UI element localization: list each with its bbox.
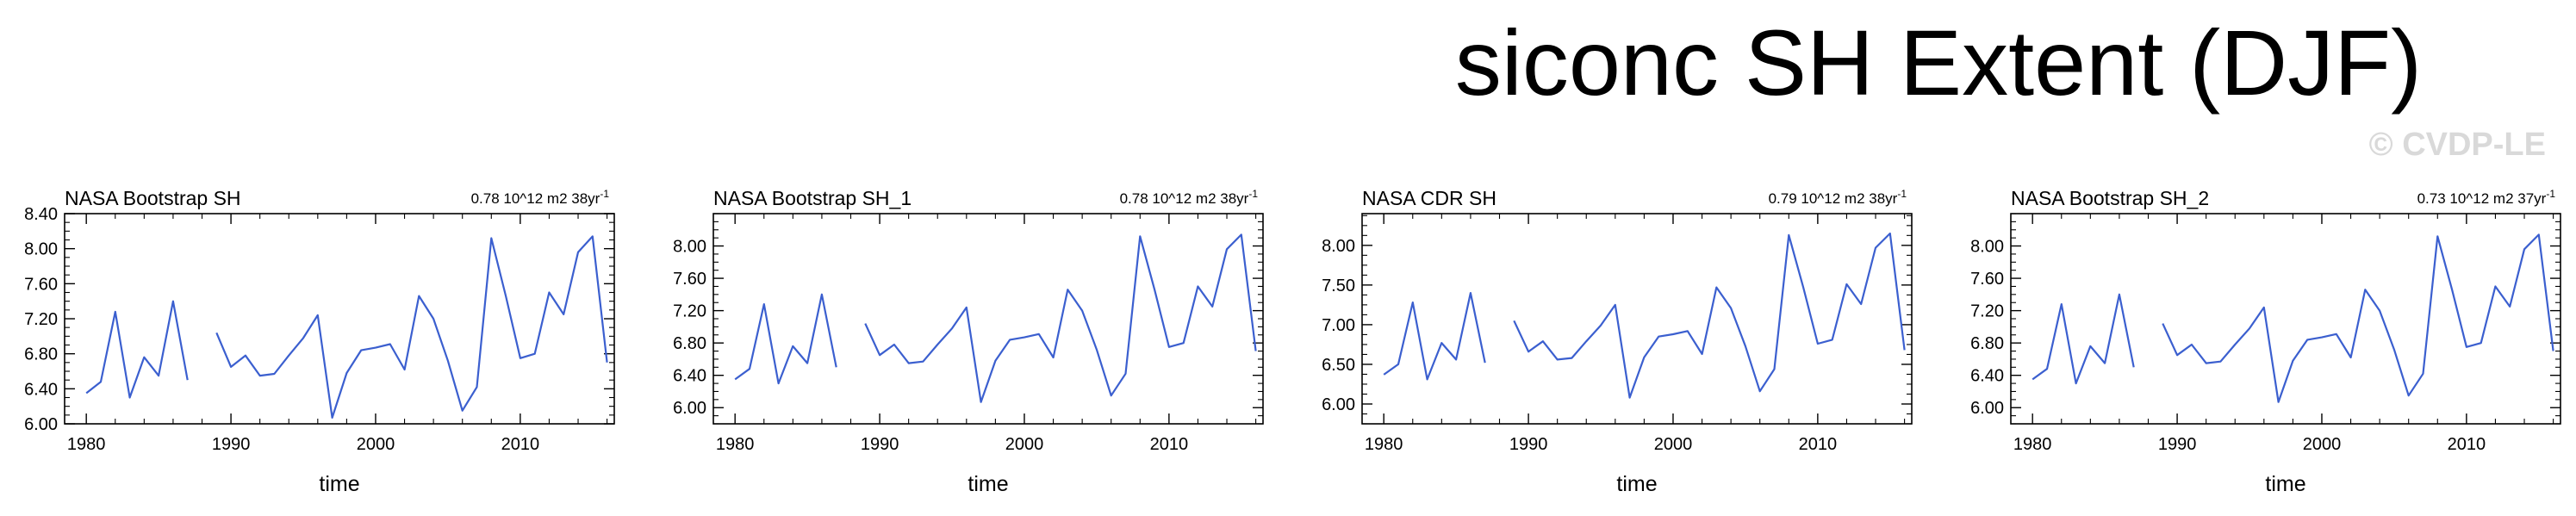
x-tick-label: 2010 [2448, 435, 2486, 454]
y-tick-label: 7.20 [24, 310, 58, 329]
y-tick-label: 6.50 [1322, 356, 1355, 375]
y-tick-label: 6.00 [1322, 395, 1355, 414]
x-axis-label: time [1616, 472, 1657, 496]
y-tick-label: 6.40 [1970, 367, 2004, 386]
panels-group: 6.00 6.40 6.80 7.20 7.60 8.00 8.40 1980 1990 2000… [24, 187, 2561, 496]
y-tick-label: 8.00 [24, 240, 58, 259]
y-tick-label: 8.00 [1322, 237, 1355, 256]
x-tick-label: 1990 [212, 435, 251, 454]
y-tick-label: 7.20 [1970, 302, 2004, 321]
y-tick-label: 8.00 [673, 238, 706, 257]
series-line [2032, 233, 2554, 403]
plot-frame [712, 213, 1264, 425]
x-tick-label: 2010 [1150, 435, 1189, 454]
x-tick-label: 2010 [1799, 435, 1838, 454]
plot-frame [1361, 213, 1913, 425]
series-line [1383, 232, 1906, 399]
x-tick-label: 1990 [861, 435, 899, 454]
panel-1: 6.00 6.40 6.80 7.20 7.60 8.00 8.40 1980 1990 2000… [24, 187, 615, 496]
x-tick-label: 1980 [67, 435, 106, 454]
y-tick-label: 7.00 [1322, 316, 1355, 335]
y-tick-label: 6.40 [673, 367, 706, 386]
x-tick-label: 2000 [357, 435, 395, 454]
y-tick-label: 7.50 [1322, 277, 1355, 295]
y-tick-label: 7.60 [1970, 270, 2004, 289]
y-tick-label: 6.00 [673, 399, 706, 418]
y-tick-label: 8.00 [1970, 238, 2004, 257]
y-tick-label: 6.80 [673, 334, 706, 353]
panel-3: 6.00 6.50 7.00 7.50 8.00 1980 1990 2000 2010 NASA… [1322, 187, 1913, 496]
trend-label: 0.79 10^12 m2 38yr-1 [1769, 188, 1907, 207]
x-tick-label: 2000 [2303, 435, 2342, 454]
x-axis-label: time [319, 472, 359, 496]
panel-2: 6.00 6.40 6.80 7.20 7.60 8.00 1980 1990 2000 2010… [673, 187, 1264, 496]
plot-frame [2010, 213, 2561, 425]
y-tick-label: 6.40 [24, 380, 58, 399]
series-line [85, 235, 608, 419]
y-tick-label: 7.20 [673, 302, 706, 321]
y-tick-label: 6.80 [1970, 334, 2004, 353]
x-tick-label: 1980 [1365, 435, 1403, 454]
trend-label: 0.78 10^12 m2 38yr-1 [1120, 188, 1259, 207]
trend-label: 0.78 10^12 m2 38yr-1 [471, 188, 610, 207]
x-tick-label: 1990 [2158, 435, 2197, 454]
panel-title: NASA Bootstrap SH_1 [713, 187, 912, 209]
x-tick-label: 2000 [1005, 435, 1044, 454]
y-tick-label: 8.40 [24, 205, 58, 224]
panel-title: NASA Bootstrap SH [65, 187, 241, 209]
panel-title: NASA CDR SH [1362, 187, 1496, 209]
y-tick-label: 6.00 [24, 415, 58, 434]
y-tick-label: 6.00 [1970, 399, 2004, 418]
x-axis-label: time [968, 472, 1008, 496]
panel-title: NASA Bootstrap SH_2 [2011, 187, 2209, 209]
x-tick-label: 2010 [501, 435, 540, 454]
panel-4: 6.00 6.40 6.80 7.20 7.60 8.00 1980 1990 2000 2010… [1970, 187, 2561, 496]
x-tick-label: 1990 [1509, 435, 1548, 454]
x-tick-label: 2000 [1654, 435, 1693, 454]
figure-title: siconc SH Extent (DJF) [1455, 10, 2422, 115]
y-tick-label: 6.80 [24, 345, 58, 364]
x-axis-label: time [2265, 472, 2305, 496]
trend-label: 0.73 10^12 m2 37yr-1 [2417, 188, 2556, 207]
x-tick-label: 1980 [716, 435, 755, 454]
y-tick-label: 7.60 [673, 270, 706, 289]
y-tick-label: 7.60 [24, 275, 58, 294]
watermark: © CVDP-LE [2369, 127, 2546, 163]
series-line [734, 233, 1257, 403]
x-tick-label: 1980 [2013, 435, 2052, 454]
